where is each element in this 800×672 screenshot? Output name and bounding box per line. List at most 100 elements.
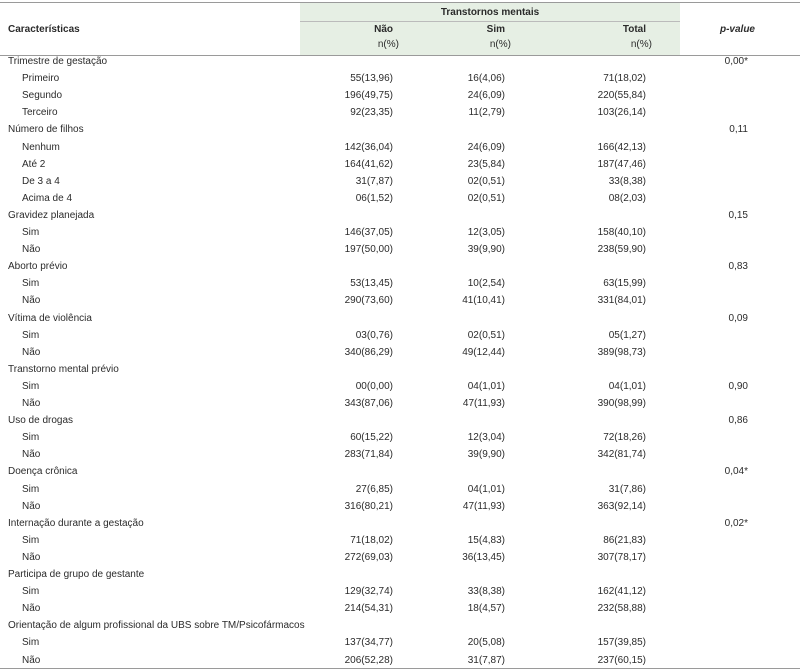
cell: 316(80,21) <box>344 500 393 512</box>
group-header: Transtornos mentais <box>440 7 540 18</box>
cell: 187(47,46) <box>597 158 646 170</box>
cell: 60(15,22) <box>350 432 393 444</box>
group-label: Aborto prévio <box>8 261 68 273</box>
cell: 02(0,51) <box>467 329 505 341</box>
cell: 162(41,12) <box>597 586 646 598</box>
row-label: Sim <box>22 227 40 238</box>
group-label: Gravidez planejada <box>8 209 95 221</box>
cell: 63(15,99) <box>603 278 646 290</box>
rule <box>0 55 800 56</box>
column-unit: n(%) <box>630 39 652 50</box>
cell: 237(60,15) <box>597 654 646 666</box>
row-label: Não <box>22 244 41 256</box>
cell: 340(86,29) <box>344 346 393 358</box>
cell: 39(9,90) <box>467 449 505 461</box>
p-value: 0,09 <box>728 312 748 324</box>
cell: 166(42,13) <box>597 141 646 153</box>
row-label: Sim <box>22 637 40 649</box>
cell: 214(54,31) <box>344 603 393 615</box>
cell: 36(13,45) <box>462 551 505 563</box>
cell: 142(36,04) <box>344 141 393 153</box>
cell: 71(18,02) <box>603 73 646 85</box>
row-label: Não <box>22 603 41 615</box>
cell: 33(8,38) <box>467 586 505 598</box>
cell: 15(4,83) <box>467 534 505 546</box>
cell: 23(5,84) <box>467 158 505 170</box>
cell: 158(40,10) <box>597 227 646 238</box>
cell: 220(55,84) <box>597 90 646 102</box>
cell: 24(6,09) <box>467 90 505 102</box>
cell: 146(37,05) <box>344 227 393 238</box>
cell: 18(4,57) <box>467 603 505 615</box>
group-label: Número de filhos <box>8 124 84 136</box>
column-unit: n(%) <box>489 39 511 50</box>
cell: 47(11,93) <box>462 500 505 512</box>
cell: 04(1,01) <box>467 483 505 495</box>
cell: 290(73,60) <box>344 295 393 307</box>
cell: 02(0,51) <box>467 192 505 204</box>
group-label: Doença crônica <box>8 466 78 478</box>
cell: 12(3,04) <box>467 432 505 444</box>
cell: 31(7,87) <box>355 175 393 187</box>
row-label: Até 2 <box>22 158 46 170</box>
column-header: Características <box>8 24 80 35</box>
cell: 00(0,00) <box>355 380 393 392</box>
cell: 11(2,79) <box>468 107 505 119</box>
group-label: Participa de grupo de gestante <box>8 569 145 580</box>
cell: 47(11,93) <box>462 398 505 409</box>
cell: 92(23,35) <box>350 107 393 119</box>
row-label: Sim <box>22 432 40 444</box>
cell: 06(1,52) <box>355 192 393 204</box>
rule <box>0 2 800 3</box>
row-label: Segundo <box>22 90 63 102</box>
column-unit: n(%) <box>377 39 399 50</box>
column-header: p-value <box>719 24 755 35</box>
p-value: 0,11 <box>729 124 748 136</box>
cell: 04(1,01) <box>608 380 646 392</box>
cell: 363(92,14) <box>597 500 646 512</box>
cell: 55(13,96) <box>350 73 393 85</box>
cell: 232(58,88) <box>597 603 646 615</box>
group-label: Vítima de violência <box>8 312 92 324</box>
cell: 157(39,85) <box>597 637 646 649</box>
row-label: Primeiro <box>22 73 60 85</box>
group-label: Trimestre de gestação <box>8 56 108 67</box>
row-label: Acima de 4 <box>22 192 73 204</box>
cell: 08(2,03) <box>608 192 646 204</box>
cell: 343(87,06) <box>344 398 393 409</box>
row-label: Não <box>22 500 41 512</box>
cell: 39(9,90) <box>467 244 505 256</box>
rule <box>0 668 800 669</box>
p-value: 0,15 <box>728 209 748 221</box>
cell: 389(98,73) <box>597 346 646 358</box>
group-label: Orientação de algum profissional da UBS … <box>8 620 305 632</box>
row-label: Sim <box>22 329 40 341</box>
p-value: 0,02* <box>724 517 748 529</box>
row-label: Não <box>22 398 41 409</box>
cell: 283(71,84) <box>344 449 393 461</box>
cell: 27(6,85) <box>355 483 393 495</box>
cell: 71(18,02) <box>350 534 393 546</box>
header-shade <box>300 2 680 55</box>
column-header: Sim <box>486 24 505 35</box>
cell: 72(18,26) <box>603 432 646 444</box>
row-label: Sim <box>22 380 40 392</box>
cell: 86(21,83) <box>603 534 646 546</box>
cell: 342(81,74) <box>597 449 646 461</box>
cell: 272(69,03) <box>344 551 393 563</box>
row-label: Não <box>22 346 41 358</box>
cell: 03(0,76) <box>355 329 393 341</box>
cell: 331(84,01) <box>597 295 646 307</box>
cell: 103(26,14) <box>597 107 646 119</box>
cell: 164(41,62) <box>344 158 393 170</box>
row-label: Sim <box>22 586 40 598</box>
row-label: Sim <box>22 483 40 495</box>
cell: 05(1,27) <box>608 329 646 341</box>
cell: 12(3,05) <box>467 227 505 238</box>
row-label: De 3 a 4 <box>22 175 60 187</box>
column-header: Total <box>622 24 646 35</box>
cell: 307(78,17) <box>597 551 646 563</box>
group-label: Uso de drogas <box>8 415 74 427</box>
column-header: Não <box>374 24 393 35</box>
p-value: 0,00* <box>724 56 748 67</box>
